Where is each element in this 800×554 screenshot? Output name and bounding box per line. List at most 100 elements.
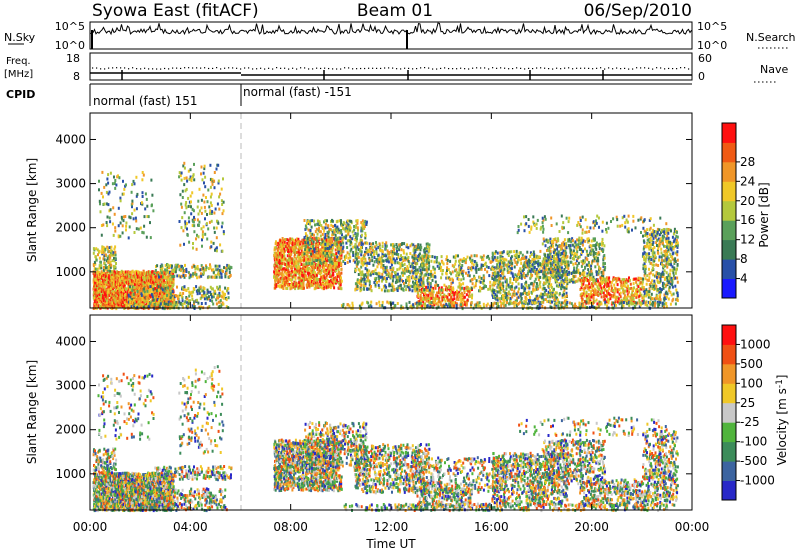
data-cell <box>96 294 99 297</box>
data-cell <box>384 243 387 246</box>
data-cell <box>316 259 319 263</box>
data-cell <box>285 286 288 290</box>
data-cell <box>409 284 412 288</box>
data-cell <box>473 260 476 263</box>
data-cell <box>364 282 367 286</box>
data-cell <box>350 247 353 251</box>
data-cell <box>409 270 412 274</box>
data-cell <box>371 250 374 254</box>
data-cell <box>179 291 182 295</box>
data-cell <box>502 250 505 254</box>
data-cell <box>279 245 282 249</box>
data-cell <box>313 257 316 261</box>
data-cell <box>294 251 297 255</box>
data-cell <box>145 299 148 303</box>
data-cell <box>435 258 438 262</box>
data-cell <box>374 272 377 275</box>
data-cell <box>293 275 296 279</box>
data-cell <box>209 195 212 199</box>
data-cell <box>341 248 344 252</box>
data-cell <box>167 303 170 306</box>
data-cell <box>163 289 166 293</box>
data-cell <box>441 272 444 276</box>
data-cell <box>104 275 107 278</box>
data-cell <box>111 182 114 186</box>
data-cell <box>286 287 289 290</box>
data-cell <box>142 284 145 288</box>
data-cell <box>137 280 139 284</box>
data-cell <box>168 272 171 276</box>
data-cell <box>137 286 139 290</box>
data-cell <box>384 268 387 272</box>
data-cell <box>114 179 117 182</box>
data-cell <box>284 263 287 266</box>
data-cell <box>392 257 395 261</box>
data-cell <box>130 301 133 304</box>
data-cell <box>295 271 298 275</box>
data-cell <box>171 300 174 304</box>
data-cell <box>347 229 350 233</box>
data-cell <box>428 249 431 253</box>
data-cell <box>131 289 134 293</box>
data-cell <box>310 225 313 229</box>
data-cell <box>354 287 357 291</box>
data-cell <box>431 294 434 298</box>
data-cell <box>327 263 330 267</box>
data-cell <box>128 304 131 308</box>
data-cell <box>317 244 320 248</box>
data-cell <box>394 261 397 265</box>
data-cell <box>283 261 286 265</box>
data-cell <box>188 240 191 244</box>
data-cell <box>216 285 219 289</box>
data-cell <box>132 274 135 278</box>
data-cell <box>417 292 419 296</box>
data-cell <box>338 263 340 267</box>
data-cell <box>339 274 342 278</box>
data-cell <box>403 284 406 288</box>
data-cell <box>148 302 151 306</box>
data-cell <box>470 254 473 258</box>
data-cell <box>489 280 492 284</box>
data-cell <box>214 264 217 268</box>
data-cell <box>169 290 172 294</box>
data-cell <box>446 269 448 272</box>
data-cell <box>368 262 371 265</box>
data-cell <box>407 283 410 287</box>
data-cell <box>334 223 337 227</box>
data-cell <box>438 296 441 300</box>
data-cell <box>124 215 127 218</box>
data-cell <box>156 294 159 298</box>
data-cell <box>307 273 310 277</box>
data-cell <box>318 230 321 234</box>
data-cell <box>152 280 155 284</box>
data-cell <box>392 275 395 278</box>
data-cell <box>364 267 367 271</box>
data-cell <box>96 302 99 306</box>
data-cell <box>131 296 134 300</box>
data-cell <box>133 280 136 284</box>
data-cell <box>337 270 340 274</box>
data-cell <box>434 286 437 290</box>
data-cell <box>194 267 197 271</box>
data-cell <box>407 267 410 271</box>
data-cell <box>428 261 430 265</box>
data-cell <box>182 270 185 274</box>
data-cell <box>340 231 343 235</box>
data-cell <box>313 219 316 223</box>
data-cell <box>354 225 357 229</box>
data-cell <box>414 250 417 254</box>
data-cell <box>315 273 318 277</box>
data-cell <box>362 283 365 287</box>
data-cell <box>334 248 337 252</box>
nave-dot <box>260 67 262 69</box>
data-cell <box>331 233 334 237</box>
data-cell <box>443 283 446 287</box>
data-cell <box>312 276 314 280</box>
data-cell <box>312 240 315 244</box>
data-cell <box>473 254 476 258</box>
data-cell <box>309 229 312 232</box>
data-cell <box>106 277 108 281</box>
data-cell <box>311 261 314 265</box>
data-cell <box>216 202 219 206</box>
nsearch-label: N.Search <box>746 31 796 44</box>
